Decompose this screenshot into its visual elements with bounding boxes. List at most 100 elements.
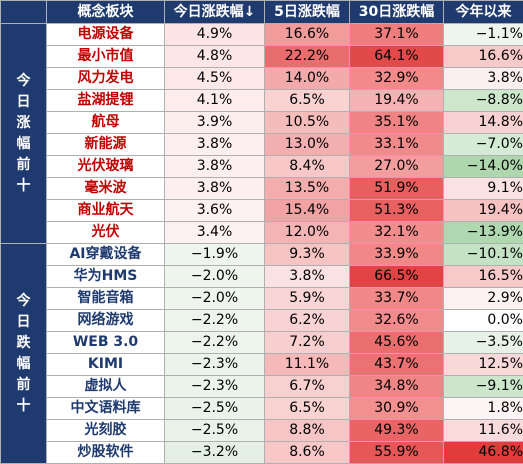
today-change-cell: 3.9% xyxy=(165,112,265,134)
sector-name: 航母 xyxy=(47,112,165,134)
group-label-char: 前 xyxy=(1,155,46,176)
table-row[interactable]: 光刻胶−2.5%8.8%49.3%11.6% xyxy=(1,420,523,442)
group-label-char: 日 xyxy=(1,312,46,333)
today-change-cell: 3.8% xyxy=(165,156,265,178)
group-label-char: 十 xyxy=(1,176,46,197)
5d-change-cell: 7.2% xyxy=(265,332,350,354)
today-change-cell: −2.2% xyxy=(165,310,265,332)
today-change-cell: 4.5% xyxy=(165,68,265,90)
ytd-change-cell: −9.1% xyxy=(444,376,523,398)
30d-change-cell: 55.9% xyxy=(350,442,444,464)
header-row: 概念板块 今日涨跌幅↓ 5日涨跌幅 30日涨跌幅 今年以来 xyxy=(1,1,523,24)
sector-name: KIMI xyxy=(47,354,165,376)
30d-change-cell: 30.9% xyxy=(350,398,444,420)
30d-change-cell: 33.7% xyxy=(350,288,444,310)
5d-change-cell: 10.5% xyxy=(265,112,350,134)
sector-name: 毫米波 xyxy=(47,178,165,200)
table-row[interactable]: 网络游戏−2.2%6.2%32.6%0.0% xyxy=(1,310,523,332)
today-change-cell: −2.5% xyxy=(165,420,265,442)
5d-change-cell: 6.5% xyxy=(265,398,350,420)
table-row[interactable]: 炒股软件−3.2%8.6%55.9%46.8% xyxy=(1,442,523,464)
group-label-char: 涨 xyxy=(1,113,46,134)
30d-change-cell: 66.5% xyxy=(350,266,444,288)
group-label-char: 今 xyxy=(1,291,46,312)
5d-change-cell: 8.6% xyxy=(265,442,350,464)
30d-change-cell: 33.1% xyxy=(350,134,444,156)
30d-change-cell: 32.1% xyxy=(350,222,444,244)
today-change-cell: −2.0% xyxy=(165,266,265,288)
sector-name: 华为HMS xyxy=(47,266,165,288)
30d-change-cell: 49.3% xyxy=(350,420,444,442)
ytd-change-cell: −1.1% xyxy=(444,24,523,46)
table-row[interactable]: 华为HMS−2.0%3.8%66.5%16.5% xyxy=(1,266,523,288)
ytd-change-cell: 0.0% xyxy=(444,310,523,332)
30d-change-cell: 51.9% xyxy=(350,178,444,200)
header-today-change[interactable]: 今日涨跌幅↓ xyxy=(165,1,265,24)
table-row[interactable]: 虚拟人−2.3%6.7%34.8%−9.1% xyxy=(1,376,523,398)
today-change-cell: 4.1% xyxy=(165,90,265,112)
30d-change-cell: 19.4% xyxy=(350,90,444,112)
30d-change-cell: 35.1% xyxy=(350,112,444,134)
sector-name: 炒股软件 xyxy=(47,442,165,464)
5d-change-cell: 3.8% xyxy=(265,266,350,288)
ytd-change-cell: 16.5% xyxy=(444,266,523,288)
group-label-char: 日 xyxy=(1,92,46,113)
sector-name: WEB 3.0 xyxy=(47,332,165,354)
ytd-change-cell: −13.9% xyxy=(444,222,523,244)
ytd-change-cell: 46.8% xyxy=(444,442,523,464)
sector-name: 盐湖提锂 xyxy=(47,90,165,112)
30d-change-cell: 45.6% xyxy=(350,332,444,354)
group-label-char: 幅 xyxy=(1,134,46,155)
group-label-top-gainers: 今日涨幅前十 xyxy=(1,24,47,244)
today-change-cell: 4.8% xyxy=(165,46,265,68)
sector-name: 光刻胶 xyxy=(47,420,165,442)
30d-change-cell: 37.1% xyxy=(350,24,444,46)
group-label-char: 幅 xyxy=(1,354,46,375)
table-row[interactable]: WEB 3.0−2.2%7.2%45.6%−3.5% xyxy=(1,332,523,354)
5d-change-cell: 14.0% xyxy=(265,68,350,90)
table-row[interactable]: KIMI−2.3%11.1%43.7%12.5% xyxy=(1,354,523,376)
sector-name: 智能音箱 xyxy=(47,288,165,310)
today-change-cell: −2.3% xyxy=(165,376,265,398)
today-change-cell: 3.8% xyxy=(165,178,265,200)
30d-change-cell: 43.7% xyxy=(350,354,444,376)
today-change-cell: 3.4% xyxy=(165,222,265,244)
5d-change-cell: 6.5% xyxy=(265,90,350,112)
5d-change-cell: 5.9% xyxy=(265,288,350,310)
30d-change-cell: 33.9% xyxy=(350,244,444,266)
today-change-cell: −2.5% xyxy=(165,398,265,420)
5d-change-cell: 11.1% xyxy=(265,354,350,376)
header-sector: 概念板块 xyxy=(47,1,165,24)
group-label-char: 跌 xyxy=(1,333,46,354)
ytd-change-cell: 16.6% xyxy=(444,46,523,68)
corner-cell xyxy=(1,1,47,24)
sector-name: AI穿戴设备 xyxy=(47,244,165,266)
sector-name: 光伏玻璃 xyxy=(47,156,165,178)
5d-change-cell: 8.4% xyxy=(265,156,350,178)
group-label-char: 十 xyxy=(1,396,46,417)
table-row[interactable]: 智能音箱−2.0%5.9%33.7%2.9% xyxy=(1,288,523,310)
table-row[interactable]: 中文语料库−2.5%6.5%30.9%1.8% xyxy=(1,398,523,420)
table-header: 概念板块 今日涨跌幅↓ 5日涨跌幅 30日涨跌幅 今年以来 xyxy=(1,1,523,24)
ytd-change-cell: 19.4% xyxy=(444,200,523,222)
today-change-cell: −2.0% xyxy=(165,288,265,310)
ytd-change-cell: 9.1% xyxy=(444,178,523,200)
5d-change-cell: 22.2% xyxy=(265,46,350,68)
today-change-cell: −3.2% xyxy=(165,442,265,464)
ytd-change-cell: −7.0% xyxy=(444,134,523,156)
ytd-change-cell: 14.8% xyxy=(444,112,523,134)
30d-change-cell: 51.3% xyxy=(350,200,444,222)
today-change-cell: 3.8% xyxy=(165,134,265,156)
